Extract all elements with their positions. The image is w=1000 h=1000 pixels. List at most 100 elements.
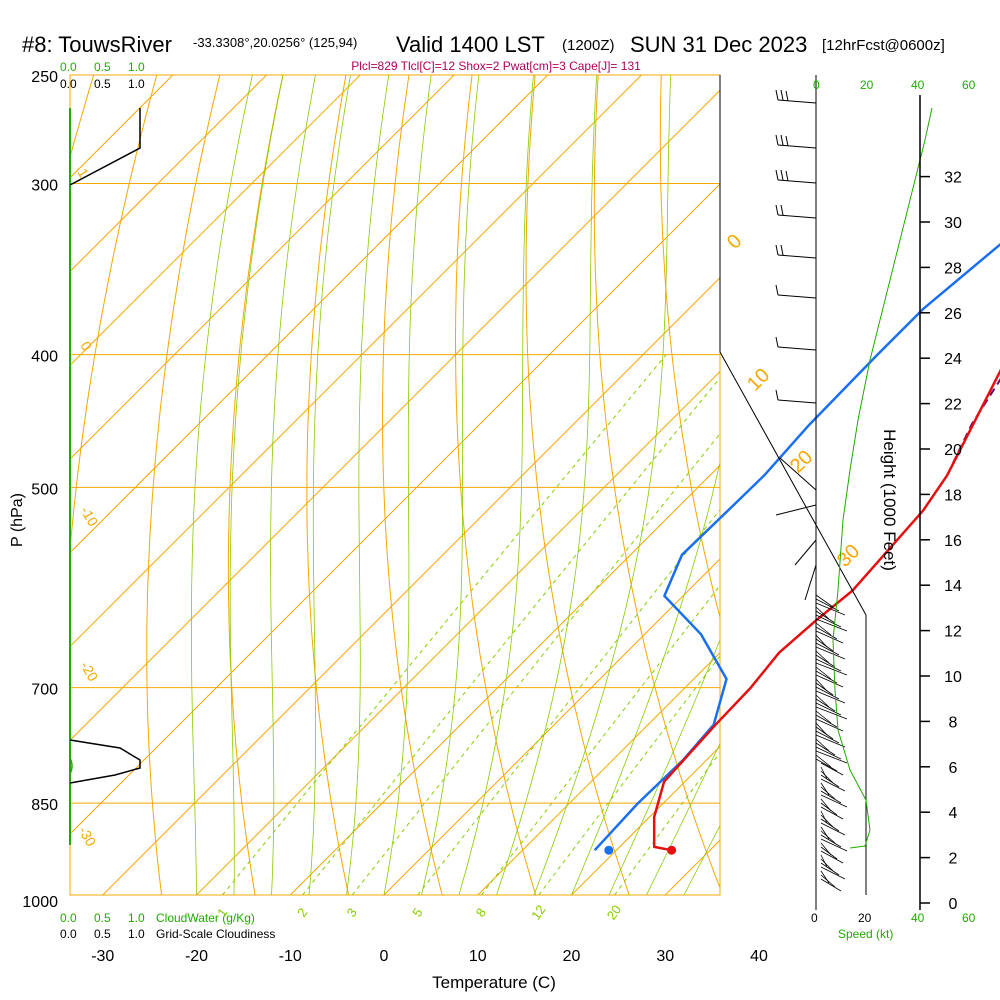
isotherm-label: 10 bbox=[743, 364, 774, 395]
moist-adiabat bbox=[421, 75, 480, 895]
forecast-label: [12hrFcst@0600z] bbox=[822, 37, 945, 54]
mixing-ratio-8 bbox=[481, 584, 720, 895]
wind-barb bbox=[815, 658, 842, 672]
wind-barb bbox=[820, 786, 836, 800]
moist-adiabat bbox=[533, 75, 672, 895]
dry-adiabat bbox=[455, 75, 537, 895]
moist-adiabat bbox=[270, 75, 316, 895]
wind-barb bbox=[815, 654, 836, 668]
wind-barb bbox=[815, 610, 836, 624]
moist-adiabat bbox=[608, 638, 720, 895]
wind-barb bbox=[820, 802, 838, 816]
isotherm--80 bbox=[70, 75, 455, 460]
svg-text:1.0: 1.0 bbox=[128, 77, 145, 91]
wind-barb bbox=[820, 850, 844, 864]
cloud-water-profile bbox=[69, 757, 73, 775]
moist-adiabat bbox=[229, 75, 284, 895]
wind-barb bbox=[777, 214, 817, 219]
svg-text:0.0: 0.0 bbox=[60, 927, 77, 941]
surface-dewpoint-marker bbox=[604, 845, 614, 855]
dry-adiabat bbox=[146, 75, 221, 895]
moist-adiabat bbox=[646, 742, 720, 895]
svg-text:0.0: 0.0 bbox=[60, 60, 77, 74]
svg-text:0.0: 0.0 bbox=[60, 77, 77, 91]
mixing-ratio-label: 3 bbox=[344, 905, 360, 920]
pressure-tick-label: 1000 bbox=[22, 894, 58, 911]
wind-barb bbox=[815, 646, 846, 660]
dry-adiabat bbox=[593, 75, 720, 890]
stability-indices: Plcl=829 Tlcl[C]=12 Shox=2 Pwat[cm]=3 Ca… bbox=[351, 59, 641, 73]
wind-barb bbox=[820, 838, 848, 852]
moist-adiabat bbox=[722, 75, 1000, 895]
wind-barb bbox=[820, 830, 836, 844]
moist-adiabat bbox=[759, 75, 1000, 895]
dry-adiabat bbox=[70, 75, 158, 557]
isotherm-20 bbox=[570, 745, 720, 895]
wind-barb-flag bbox=[780, 204, 784, 216]
wind-barb bbox=[820, 818, 840, 832]
wind-barb bbox=[815, 710, 832, 724]
height-tick-label: 8 bbox=[949, 714, 958, 731]
wind-barb bbox=[815, 662, 848, 676]
wind-barb bbox=[777, 294, 817, 299]
svg-text:40: 40 bbox=[911, 78, 925, 92]
wind-barb bbox=[815, 746, 842, 760]
wind-barb bbox=[820, 822, 846, 836]
wind-barb-flag bbox=[785, 170, 789, 182]
height-tick-label: 22 bbox=[944, 397, 962, 414]
wind-barb-flag bbox=[785, 90, 789, 102]
mixing-ratio-3 bbox=[351, 433, 720, 895]
wind-barb bbox=[820, 878, 842, 892]
wind-barb bbox=[777, 399, 817, 404]
moist-adiabat bbox=[190, 75, 253, 895]
height-tick-label: 2 bbox=[949, 851, 958, 868]
wind-barb-flag bbox=[775, 134, 779, 146]
mixing-ratio-label: 8 bbox=[473, 905, 489, 920]
wind-barb bbox=[815, 674, 844, 688]
wind-barb bbox=[820, 778, 846, 792]
wind-barb bbox=[815, 718, 844, 732]
svg-text:1.0: 1.0 bbox=[128, 911, 145, 925]
station-title: #8: TouwsRiver bbox=[22, 32, 172, 57]
wind-barb-flag bbox=[775, 284, 779, 296]
wind-barb bbox=[777, 144, 817, 149]
dry-adiabat bbox=[0, 75, 31, 895]
wind-barb-flag bbox=[785, 135, 789, 147]
wind-barb bbox=[815, 622, 832, 636]
temperature-tick-label: -30 bbox=[91, 948, 114, 965]
pressure-tick-label: 250 bbox=[31, 69, 58, 86]
dry-adiabat-label: -20 bbox=[77, 659, 101, 685]
wind-barb bbox=[815, 738, 830, 752]
dry-adiabat bbox=[851, 75, 1000, 895]
temperature-axis-title: Temperature (C) bbox=[432, 973, 556, 992]
temperature-line bbox=[652, 368, 1000, 852]
wind-barb bbox=[804, 564, 817, 601]
mixing-ratio-labels: 1 2 3 5 8 12 20 bbox=[214, 902, 624, 922]
station-coords: -33.3308°,20.0256° (125,94) bbox=[193, 35, 357, 50]
wind-barb bbox=[820, 770, 834, 784]
wind-barb bbox=[777, 254, 817, 259]
svg-text:0: 0 bbox=[811, 911, 818, 925]
wind-barb bbox=[815, 734, 846, 748]
wind-barb bbox=[815, 642, 840, 656]
plot-frame bbox=[69, 74, 721, 896]
height-tick-label: 24 bbox=[944, 351, 962, 368]
temperature-tick-label: 20 bbox=[563, 948, 581, 965]
wind-barb bbox=[815, 638, 834, 652]
pressure-axis: 250 300 400 500 700 850 1000 bbox=[22, 69, 58, 911]
svg-text:0.5: 0.5 bbox=[94, 77, 111, 91]
wind-barb bbox=[815, 698, 836, 712]
moist-adiabat bbox=[346, 75, 390, 895]
pressure-tick-label: 300 bbox=[31, 177, 58, 194]
moist-adiabat bbox=[458, 75, 534, 895]
svg-text:0: 0 bbox=[813, 78, 820, 92]
pressure-tick-label: 400 bbox=[31, 349, 58, 366]
wind-barb bbox=[820, 790, 842, 804]
pressure-tick-label: 850 bbox=[31, 797, 58, 814]
dry-adiabat-label: 0 bbox=[77, 339, 95, 354]
moist-adiabat bbox=[308, 75, 351, 895]
dry-adiabat-labels: 10-10-20-30 bbox=[74, 166, 101, 850]
height-tick-label: 26 bbox=[944, 306, 962, 323]
wind-barb-flag bbox=[775, 336, 779, 348]
